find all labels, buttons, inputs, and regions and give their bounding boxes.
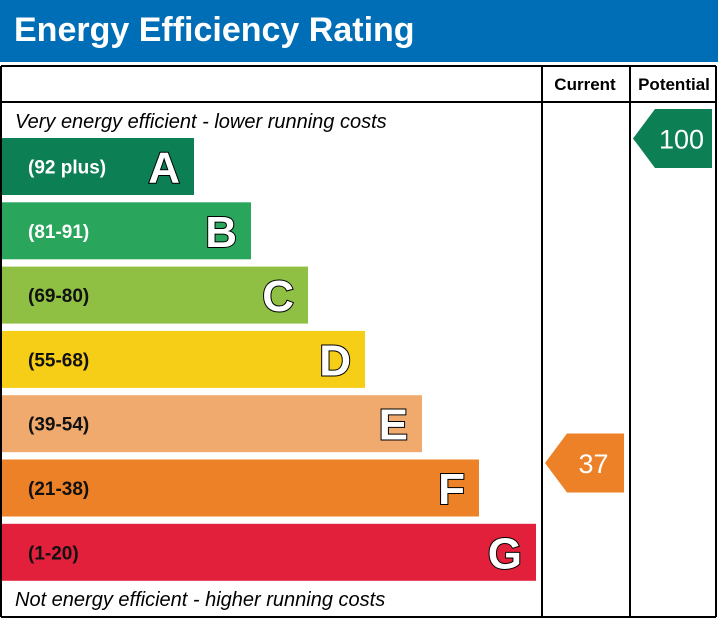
band-bar	[2, 266, 308, 324]
band-range-label: (55-68)	[28, 350, 89, 371]
band-d: (55-68) D	[2, 330, 365, 388]
potential-rating-arrow-shape	[633, 109, 712, 168]
band-range-label: (81-91)	[28, 222, 89, 243]
band-letter: G	[488, 529, 522, 578]
band-range-label: (92 plus)	[28, 158, 106, 179]
band-letter: B	[205, 208, 237, 257]
band-letter: E	[379, 401, 408, 450]
band-letter: D	[319, 336, 351, 385]
band-bar	[2, 459, 479, 517]
potential-rating-arrow-value: 100	[659, 125, 704, 155]
current-rating-arrow-shape	[545, 433, 624, 493]
band-letter: A	[148, 144, 180, 193]
band-bar	[2, 330, 365, 388]
page-title: Energy Efficiency Rating	[14, 11, 415, 49]
band-letter: F	[438, 465, 465, 514]
band-range-label: (21-38)	[28, 479, 89, 500]
title-bar: Energy Efficiency Rating	[0, 0, 718, 62]
band-e: (39-54) E	[2, 395, 422, 453]
column-header-current: Current	[554, 75, 616, 94]
band-bar	[2, 138, 194, 195]
current-rating-arrow: 37	[545, 433, 624, 493]
band-bar	[2, 523, 536, 581]
rating-arrows: 37 100	[545, 109, 712, 493]
band-range-label: (69-80)	[28, 286, 89, 307]
column-header-potential: Potential	[638, 75, 710, 94]
band-bar	[2, 202, 251, 260]
band-f: (21-38) F	[2, 459, 479, 517]
band-c: (69-80) C	[2, 266, 308, 324]
chart-frame	[0, 65, 717, 618]
top-note: Very energy efficient - lower running co…	[15, 111, 387, 133]
band-range-label: (1-20)	[28, 543, 79, 564]
potential-rating-arrow: 100	[633, 109, 712, 168]
band-b: (81-91) B	[2, 202, 251, 260]
rating-bands: (92 plus) A (81-91) B (69-80) C (55-68) D (39-54…	[2, 138, 536, 581]
bottom-note: Not energy efficient - higher running co…	[15, 589, 385, 611]
band-g: (1-20) G	[2, 523, 536, 581]
band-letter: C	[262, 272, 294, 321]
band-bar	[2, 395, 422, 453]
current-rating-arrow-value: 37	[578, 449, 608, 479]
band-range-label: (39-54)	[28, 415, 89, 436]
band-a: (92 plus) A	[2, 138, 194, 195]
